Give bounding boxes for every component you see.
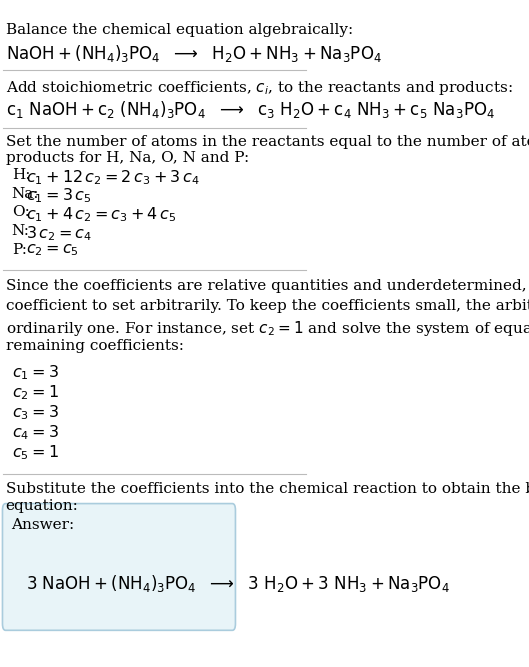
Text: equation:: equation: bbox=[6, 499, 78, 513]
Text: $c_2 = c_5$: $c_2 = c_5$ bbox=[26, 243, 79, 259]
Text: $c_1 + 4\,c_2 = c_3 + 4\,c_5$: $c_1 + 4\,c_2 = c_3 + 4\,c_5$ bbox=[26, 205, 177, 224]
Text: ordinarily one. For instance, set $c_2 = 1$ and solve the system of equations fo: ordinarily one. For instance, set $c_2 =… bbox=[6, 319, 529, 338]
Text: Answer:: Answer: bbox=[11, 518, 75, 532]
Text: $c_5 = 1$: $c_5 = 1$ bbox=[12, 444, 59, 462]
Text: $\mathrm{3\ NaOH + (NH_4)_3PO_4\ \ \longrightarrow\ \ 3\ H_2O + 3\ NH_3 + Na_3PO: $\mathrm{3\ NaOH + (NH_4)_3PO_4\ \ \long… bbox=[25, 573, 450, 594]
Text: Balance the chemical equation algebraically:: Balance the chemical equation algebraica… bbox=[6, 23, 353, 37]
Text: coefficient to set arbitrarily. To keep the coefficients small, the arbitrary va: coefficient to set arbitrarily. To keep … bbox=[6, 299, 529, 313]
Text: $\mathrm{c_1\ NaOH + c_2\ (NH_4)_3PO_4\ \ \longrightarrow\ \ c_3\ H_2O + c_4\ NH: $\mathrm{c_1\ NaOH + c_2\ (NH_4)_3PO_4\ … bbox=[6, 99, 495, 119]
Text: $c_4 = 3$: $c_4 = 3$ bbox=[12, 424, 59, 442]
Text: $c_1 = 3\,c_5$: $c_1 = 3\,c_5$ bbox=[26, 187, 92, 205]
Text: remaining coefficients:: remaining coefficients: bbox=[6, 339, 184, 353]
Text: Substitute the coefficients into the chemical reaction to obtain the balanced: Substitute the coefficients into the che… bbox=[6, 482, 529, 496]
Text: H:: H: bbox=[12, 168, 30, 182]
Text: $c_3 = 3$: $c_3 = 3$ bbox=[12, 404, 59, 422]
Text: $c_1 + 12\,c_2 = 2\,c_3 + 3\,c_4$: $c_1 + 12\,c_2 = 2\,c_3 + 3\,c_4$ bbox=[26, 168, 200, 187]
Text: $3\,c_2 = c_4$: $3\,c_2 = c_4$ bbox=[26, 224, 92, 243]
FancyBboxPatch shape bbox=[3, 504, 235, 630]
Text: $c_2 = 1$: $c_2 = 1$ bbox=[12, 384, 59, 402]
Text: products for H, Na, O, N and P:: products for H, Na, O, N and P: bbox=[6, 151, 249, 165]
Text: Add stoichiometric coefficients, $c_i$, to the reactants and products:: Add stoichiometric coefficients, $c_i$, … bbox=[6, 79, 512, 97]
Text: Since the coefficients are relative quantities and underdetermined, choose a: Since the coefficients are relative quan… bbox=[6, 279, 529, 293]
Text: P:: P: bbox=[12, 243, 27, 257]
Text: $c_1 = 3$: $c_1 = 3$ bbox=[12, 364, 59, 382]
Text: O:: O: bbox=[12, 205, 30, 219]
Text: N:: N: bbox=[12, 224, 30, 238]
Text: Set the number of atoms in the reactants equal to the number of atoms in the: Set the number of atoms in the reactants… bbox=[6, 135, 529, 149]
Text: Na:: Na: bbox=[12, 187, 39, 201]
Text: $\mathrm{NaOH + (NH_4)_3PO_4\ \ \longrightarrow\ \ H_2O + NH_3 + Na_3PO_4}$: $\mathrm{NaOH + (NH_4)_3PO_4\ \ \longrig… bbox=[6, 43, 381, 63]
